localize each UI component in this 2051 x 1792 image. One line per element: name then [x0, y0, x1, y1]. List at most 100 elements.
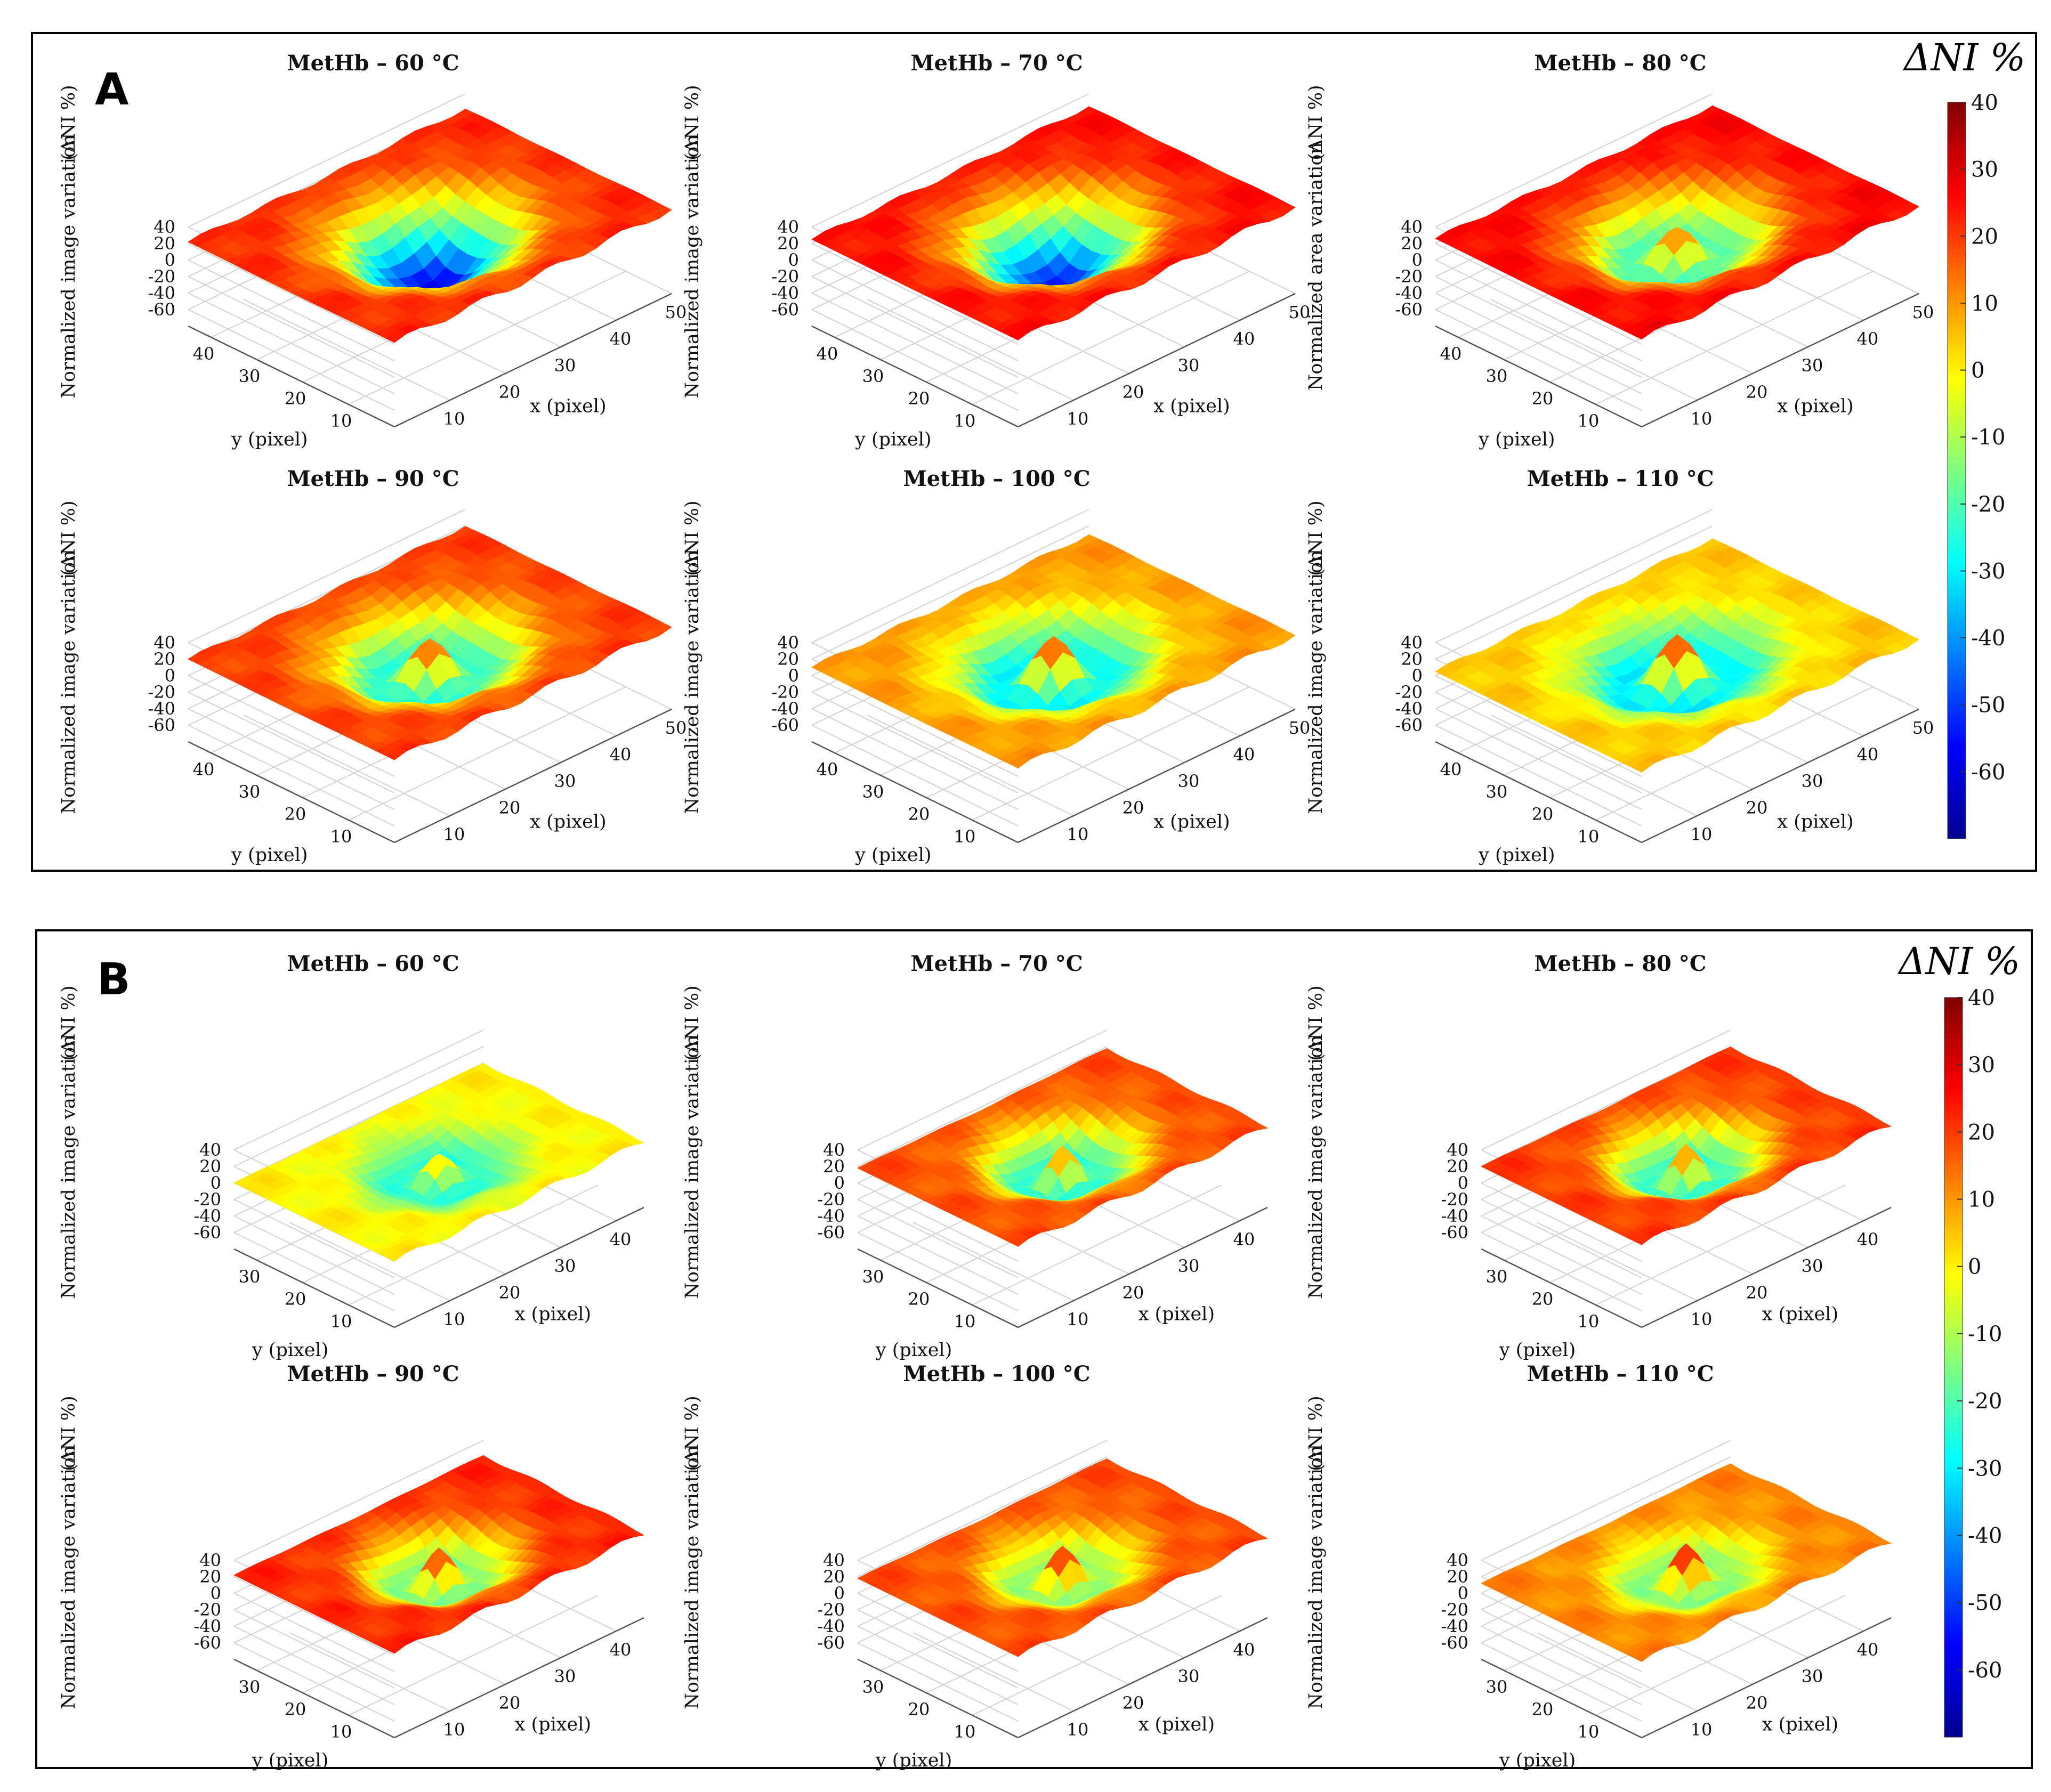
y-tick-label: 20 — [1532, 1289, 1554, 1309]
y-tick-label: 10 — [1578, 1311, 1600, 1332]
colorbar-gradient — [1944, 997, 1963, 1738]
z-tick-label: 20 — [777, 233, 799, 254]
x-tick-label: 20 — [1746, 798, 1768, 818]
surface — [233, 1063, 645, 1262]
x-axis-label: x (pixel) — [1153, 812, 1230, 833]
plot-title: MetHb – 110 °C — [1527, 466, 1714, 491]
surface-plot: MetHb – 100 °C40200-20-40-60102030405040… — [682, 466, 1310, 866]
x-axis-label: x (pixel) — [1777, 812, 1853, 833]
y-axis — [1435, 325, 1642, 428]
y-tick-label: 40 — [817, 344, 838, 364]
z-axis-label: Normalized image variation — [1305, 1035, 1327, 1299]
y-tick-label: 40 — [193, 759, 215, 780]
x-tick-label: 20 — [499, 798, 521, 818]
colorbar-tick-label: 40 — [1971, 91, 1998, 115]
surface-plot: MetHb – 70 °C40200-20-40-601020304030201… — [682, 951, 1269, 1361]
z-axis-label: Normalized image variation — [58, 550, 79, 814]
x-tick-label: 30 — [1178, 1256, 1200, 1276]
x-tick-label: 50 — [1289, 302, 1311, 322]
x-tick-label: 10 — [1691, 824, 1713, 845]
surface — [188, 526, 672, 760]
plot-title: MetHb – 100 °C — [903, 466, 1090, 491]
y-tick-label: 10 — [330, 1311, 352, 1332]
y-tick-label: 30 — [1486, 1267, 1508, 1287]
plot-title: MetHb – 60 °C — [287, 51, 459, 76]
x-axis-label: x (pixel) — [1138, 1303, 1215, 1325]
y-tick-label: 10 — [1578, 826, 1600, 847]
gridline — [188, 93, 466, 228]
x-tick-label: 10 — [443, 824, 465, 845]
y-axis-label: y (pixel) — [854, 845, 931, 866]
z-tick-label: -60 — [148, 299, 175, 320]
z-axis-unit: (ΔNI %) — [58, 985, 79, 1060]
colorbar-title: ΔNI % — [1897, 939, 2020, 983]
surface-plot: MetHb – 110 °C40200-20-40-60102030405040… — [1305, 466, 1934, 866]
plot-title: MetHb – 70 °C — [910, 51, 1083, 76]
surface-plot: MetHb – 90 °C40200-20-40-601020304030201… — [58, 1361, 645, 1771]
z-tick-label: 40 — [154, 217, 175, 237]
z-axis-unit: (ΔNI %) — [682, 85, 703, 160]
x-tick-label: 40 — [610, 1229, 632, 1250]
surface — [811, 106, 1296, 340]
x-tick-label: 20 — [499, 382, 521, 402]
gridline — [243, 299, 450, 401]
z-tick-label: -60 — [1395, 299, 1423, 320]
z-tick-label: -20 — [771, 266, 799, 287]
y-tick-label: 20 — [1532, 388, 1554, 409]
z-axis-label: Normalized image variation — [58, 1035, 79, 1299]
z-tick-label: -60 — [1441, 1222, 1468, 1243]
y-axis — [857, 1248, 1019, 1328]
x-axis — [1641, 293, 1919, 428]
y-axis — [811, 325, 1019, 428]
gridline — [1435, 309, 1642, 411]
x-tick-label: 20 — [1746, 382, 1768, 402]
x-tick-label: 50 — [1912, 718, 1934, 738]
z-tick-label: -40 — [148, 283, 175, 303]
colorbar-tick-label: 10 — [1968, 1188, 1995, 1212]
gridline — [811, 93, 1089, 228]
colorbar-tick-label: 30 — [1968, 1053, 1995, 1077]
colorbar-title: ΔNI % — [1902, 36, 2025, 79]
y-axis-label: y (pixel) — [1478, 845, 1555, 866]
gridline — [1435, 93, 1713, 228]
x-tick-label: 40 — [1857, 1229, 1879, 1250]
colorbar-tick-label: 0 — [1968, 1255, 1981, 1279]
x-tick-label: 20 — [1123, 798, 1144, 818]
colorbar-tick-label: -20 — [1971, 492, 2005, 517]
gridline — [348, 271, 626, 405]
y-tick-label: 40 — [193, 344, 215, 364]
y-axis — [188, 325, 395, 428]
gridline — [1490, 299, 1698, 401]
x-axis-label: x (pixel) — [530, 812, 606, 833]
y-tick-label: 30 — [1486, 782, 1508, 802]
x-tick-label: 10 — [1067, 409, 1089, 429]
z-axis-unit: (ΔNI %) — [58, 500, 79, 575]
colorbar-tick-label: 40 — [1968, 986, 1995, 1010]
z-tick-label: -40 — [771, 283, 799, 303]
y-tick-label: 20 — [285, 1289, 306, 1309]
y-tick-label: 20 — [1532, 804, 1554, 824]
z-tick-label: 0 — [165, 250, 175, 270]
z-axis-label: Normalized image variation — [682, 550, 703, 814]
colorbar-tick-label: -60 — [1968, 1658, 2002, 1683]
y-axis-label: y (pixel) — [1478, 429, 1555, 450]
z-tick-label: 40 — [777, 217, 799, 237]
x-tick-label: 40 — [1233, 329, 1255, 349]
gridline — [972, 271, 1250, 405]
z-tick-label: 20 — [154, 233, 175, 254]
surface — [811, 534, 1296, 768]
x-tick-label: 30 — [1178, 771, 1200, 791]
y-axis-label: y (pixel) — [252, 1340, 328, 1361]
y-axis-label: y (pixel) — [1499, 1340, 1576, 1361]
y-axis — [233, 1658, 395, 1739]
colorbar-tick-label: -50 — [1971, 693, 2005, 718]
surface-plot: MetHb – 80 °C40200-20-40-601020304050403… — [1305, 51, 1934, 450]
y-axis — [188, 741, 395, 844]
x-tick-label: 20 — [1123, 1283, 1144, 1303]
z-axis-unit: (ΔNI %) — [682, 500, 703, 575]
x-tick-label: 10 — [443, 409, 465, 429]
z-tick-label: -60 — [1395, 715, 1423, 735]
surface-patch — [384, 329, 408, 343]
